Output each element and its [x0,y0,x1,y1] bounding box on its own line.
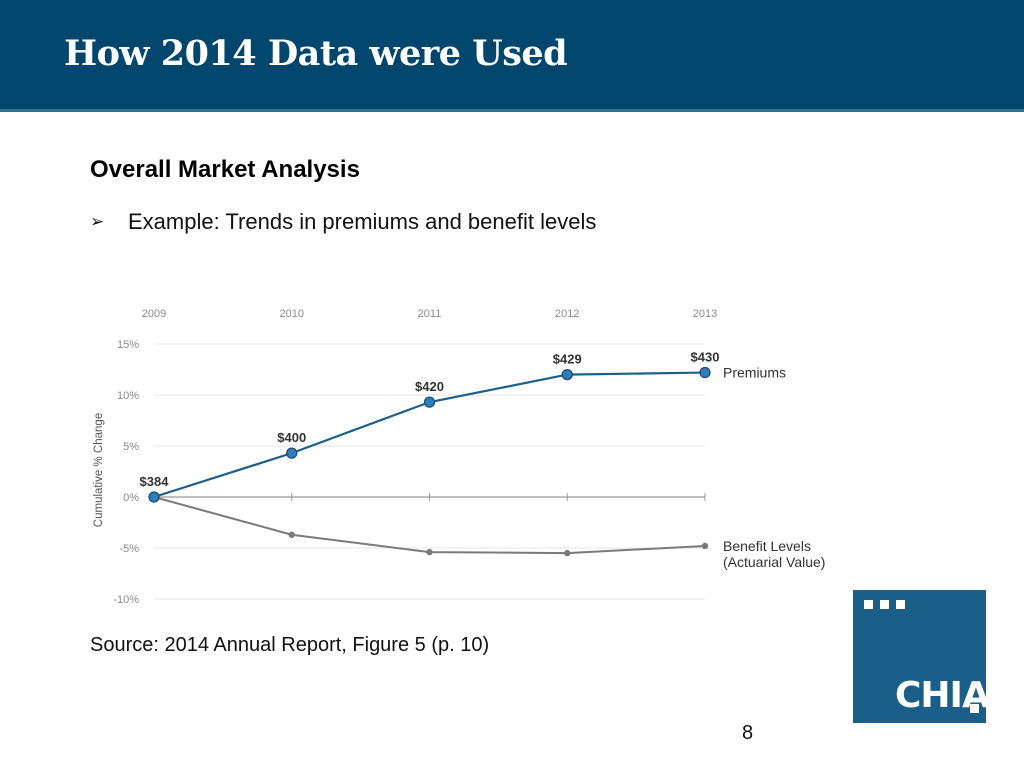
benefit-levels-point [564,549,571,557]
premiums-series-label: Premiums [723,365,786,381]
benefit-levels-point [288,531,295,538]
benefit-levels-series-label: Benefit Levels [723,538,811,554]
benefit-levels-point [701,542,709,550]
chia-logo: CHIA [853,590,990,723]
y-tick-label: -5% [119,543,139,555]
logo-dot [864,600,873,609]
premiums-data-label: $430 [691,350,720,365]
y-axis-title: Cumulative % Change [93,413,105,527]
bullet-text: Example: Trends in premiums and benefit … [128,209,597,234]
premiums-point [561,368,573,381]
premiums-point [286,447,298,459]
logo-period [970,704,979,713]
y-tick-label: 0% [123,492,139,504]
premiums-data-label: $420 [415,379,444,394]
title-bar: How 2014 Data were Used [0,0,1024,112]
benefit-levels-point [426,548,433,556]
y-tick-label: -10% [113,594,139,606]
x-tick-label: 2012 [555,308,579,320]
y-tick-label: 10% [117,390,139,402]
page-number: 8 [742,722,754,744]
premiums-point [423,396,436,408]
slide-title: How 2014 Data were Used [64,33,568,74]
logo-dot [880,600,889,609]
y-tick-label: 5% [123,441,139,453]
premiums-point [148,491,160,503]
x-tick-label: 2009 [142,308,166,320]
benefit-levels-series-sublabel: (Actuarial Value) [723,554,825,570]
y-tick-label: 15% [117,339,139,351]
section-heading: Overall Market Analysis [90,156,360,183]
premiums-point [699,366,711,379]
x-tick-label: 2010 [280,308,304,320]
source-note: Source: 2014 Annual Report, Figure 5 (p.… [90,634,490,656]
premiums-data-label: $400 [277,430,306,445]
x-tick-label: 2011 [418,308,442,320]
premiums-data-label: $384 [140,474,170,489]
x-tick-label: 2013 [693,308,717,320]
benefit-levels-line [153,496,706,555]
arrow-bullet-icon: ➢ [90,212,105,231]
bullet-item: ➢ Example: Trends in premiums and benefi… [90,209,596,235]
premiums-data-label: $429 [553,352,582,367]
logo-dot [896,600,905,609]
